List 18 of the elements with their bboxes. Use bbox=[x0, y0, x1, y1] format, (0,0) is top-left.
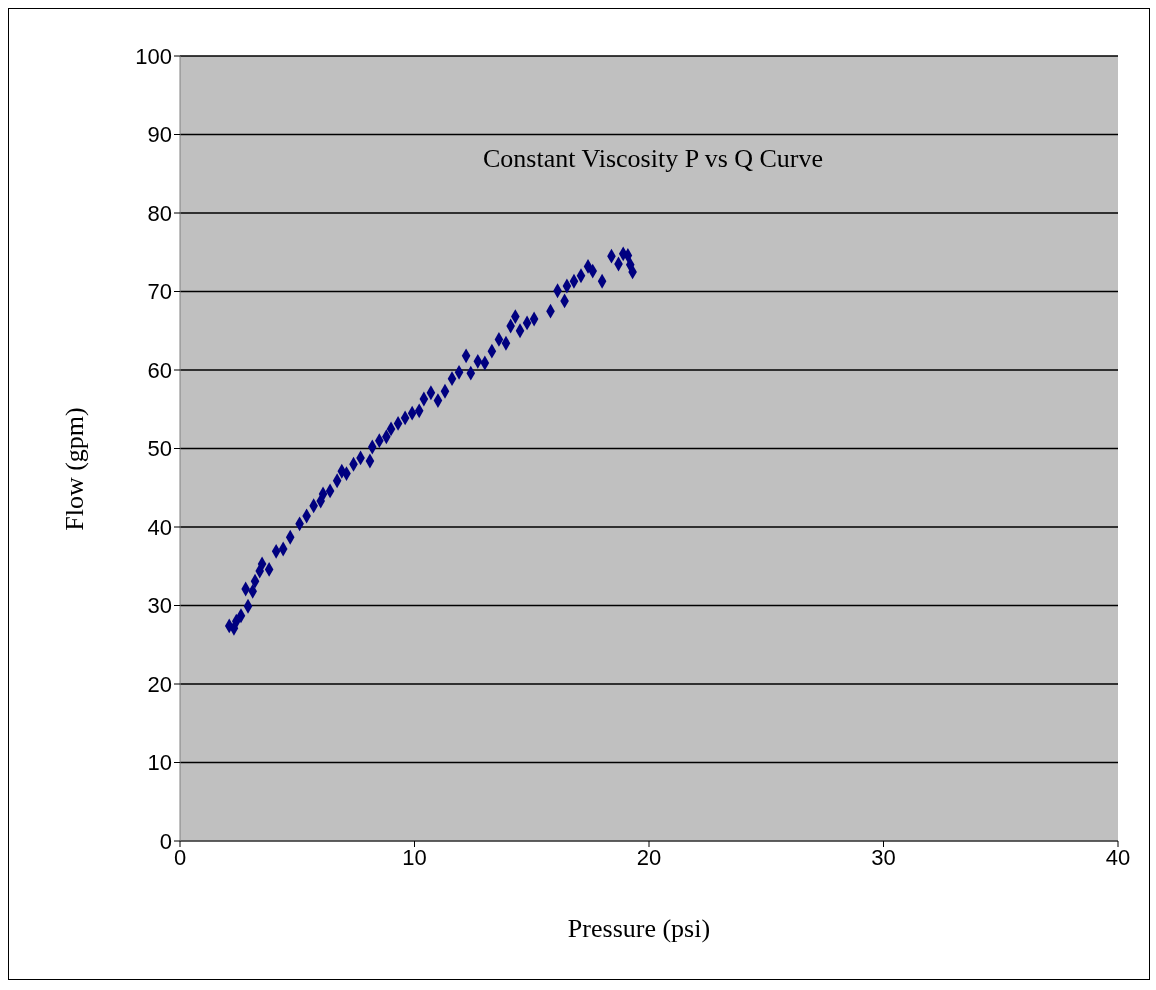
y-tick-label: 70 bbox=[147, 279, 172, 305]
y-axis-title: Flow (gpm) bbox=[60, 407, 90, 531]
x-tick-label: 10 bbox=[402, 844, 427, 870]
x-tick-label: 40 bbox=[1105, 844, 1131, 870]
x-tick-label: 20 bbox=[636, 844, 662, 870]
y-tick-label: 50 bbox=[147, 436, 172, 462]
x-axis-title: Pressure (psi) bbox=[566, 914, 712, 944]
y-tick-label: 80 bbox=[147, 200, 172, 226]
y-tick-label: 60 bbox=[147, 357, 172, 383]
text: Constant Viscosity P vs Q Curve bbox=[483, 143, 825, 175]
y-tick-label: 90 bbox=[147, 122, 172, 148]
y-tick-label: 100 bbox=[135, 43, 172, 69]
y-tick-label: 10 bbox=[147, 750, 172, 776]
y-tick-label: 20 bbox=[147, 671, 172, 697]
y-tick-label: 40 bbox=[147, 514, 172, 540]
y-tick-label: 0 bbox=[159, 828, 172, 854]
y-tick-label: 30 bbox=[147, 593, 172, 619]
x-tick-label: 30 bbox=[871, 844, 896, 870]
